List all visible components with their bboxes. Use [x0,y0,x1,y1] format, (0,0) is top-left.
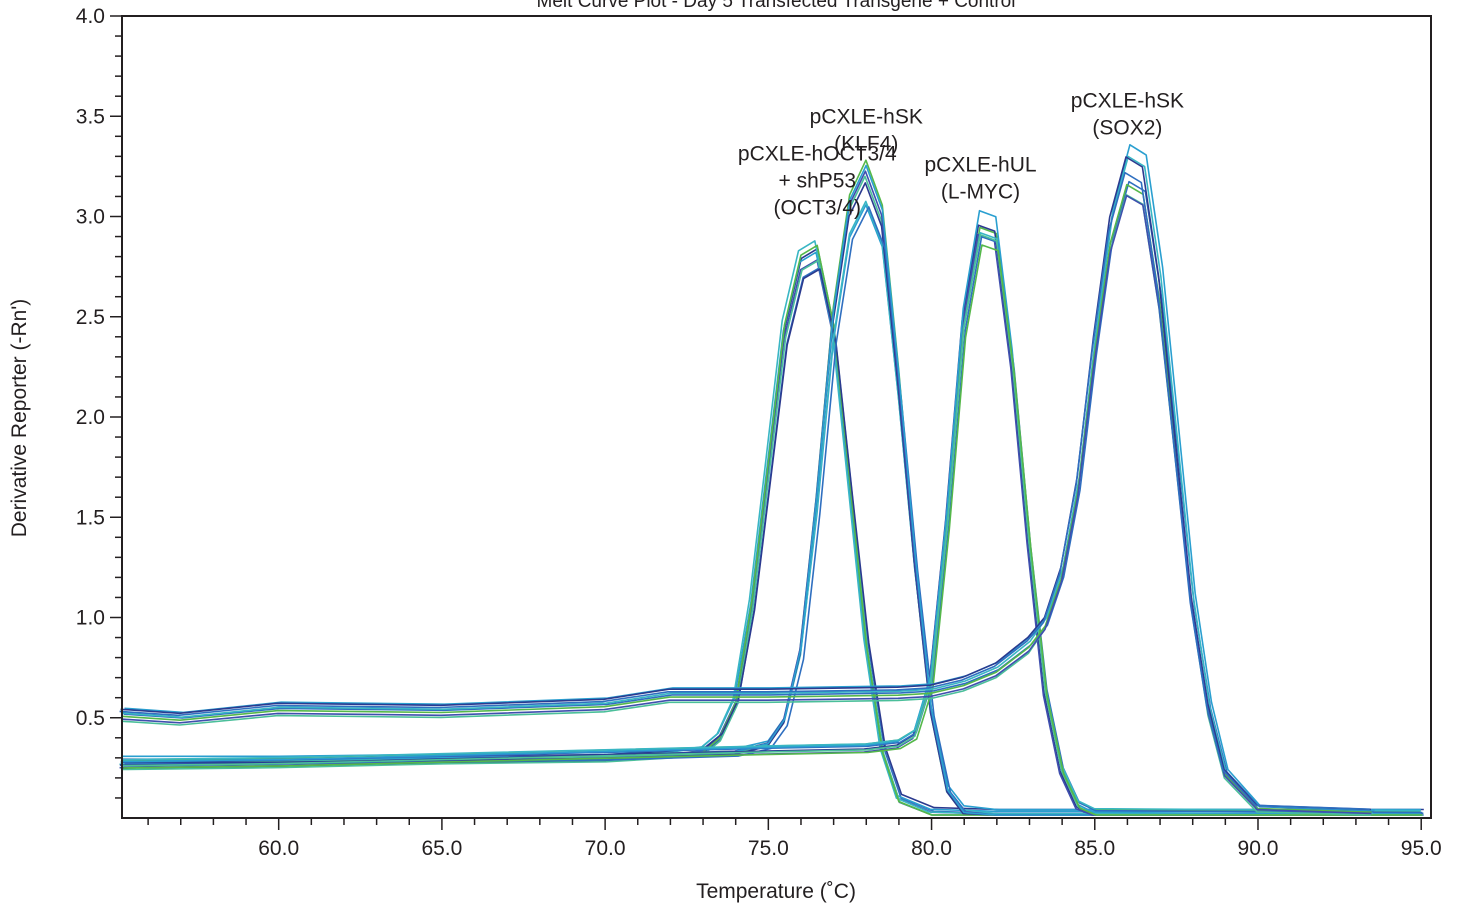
y-tick-label: 1.5 [76,506,105,529]
melt-curve-series-line [122,155,1374,815]
melt-curve-series-line [122,259,1423,816]
x-tick-label: 95.0 [1401,837,1442,860]
melt-curve-series-line [120,251,1420,813]
chart-title: Melt Curve Plot - Day 5 Transfected Tran… [537,0,1016,12]
peak-annotation: pCXLE-hSK [810,105,923,128]
melt-curve-series-line [119,234,1419,816]
melt-curve-series-line [123,244,1423,816]
y-tick-label: 3.5 [76,105,105,128]
x-tick-label: 85.0 [1074,837,1115,860]
melt-curve-series-line [120,175,1420,816]
melt-curve-series-line [124,206,1424,816]
melt-curve-series-line [121,231,1421,812]
melt-curve-series-line [121,226,1421,813]
peak-labels: pCXLE-hOCT3/4 + shP53 (OCT3/4) pCXLE-hSK (KL… [738,89,1184,219]
melt-curve-series-line [119,171,1370,810]
melt-curve-series-line [122,247,1422,816]
y-tick-label: 0.5 [76,707,105,730]
y-tick-label: 2.0 [76,406,105,429]
melt-curve-series-line [123,235,1423,814]
melt-curve-series-line [120,209,1421,816]
x-tick-label: 80.0 [911,837,952,860]
peak-annotation: (L-MYC) [941,181,1020,204]
peak-annotation: pCXLE-hOCT3/4 [738,143,897,166]
melt-curve-series-line [121,182,1421,816]
x-tick-label: 60.0 [258,837,299,860]
x-axis-title: Temperature (˚C) [696,880,856,903]
peak-annotation: pCXLE-hSK [1071,89,1184,112]
x-tick-label: 65.0 [421,837,462,860]
melt-curve-series-line [124,268,1424,811]
peak-annotation: (KLF4) [834,132,898,155]
melt-curve-series-line [121,204,1421,811]
peak-annotation: pCXLE-hUL [924,154,1036,177]
melt-curve-series-line [119,224,1420,816]
melt-curve-series-line [119,240,1419,815]
melt-curve-series-line [121,200,1421,815]
melt-curve-series-line [121,259,1421,815]
y-tick-label: 2.5 [76,306,105,329]
peak-annotation: + shP53 [778,170,856,193]
x-axis: 60.0 65.0 70.0 75.0 80.0 85.0 90.0 95.0 [147,818,1442,860]
y-tick-label: 1.0 [76,607,105,630]
plot-area [119,144,1424,816]
melt-curve-series-line [124,267,1424,815]
peak-annotation: (SOX2) [1092,116,1162,139]
y-tick-label: 3.0 [76,206,105,229]
melt-curve-series-line [121,164,1421,816]
melt-curve-series-line [121,170,1421,816]
x-tick-label: 75.0 [748,837,789,860]
y-tick-label: 4.0 [76,5,105,28]
melt-curve-series-line [121,234,1421,816]
x-tick-label: 70.0 [585,837,626,860]
peak-annotation: (OCT3/4) [774,197,862,220]
melt-curve-series-line [121,244,1422,816]
y-axis-title: Derivative Reporter (-Rn') [8,299,31,538]
y-axis: 0.5 1.0 1.5 2.0 2.5 3.0 3.5 4.0 [76,5,122,799]
x-tick-label: 90.0 [1238,837,1279,860]
